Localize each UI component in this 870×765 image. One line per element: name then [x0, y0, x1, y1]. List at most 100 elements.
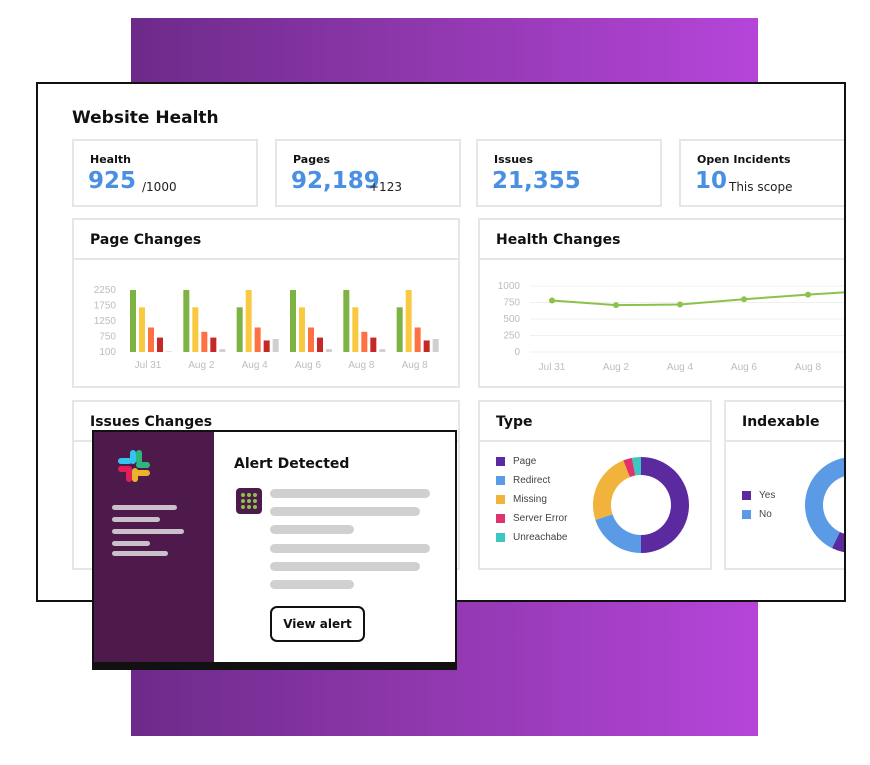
bar — [157, 337, 163, 352]
bar — [352, 307, 359, 352]
type-legend: Page Redirect Missing Server Error Unrea… — [496, 452, 567, 547]
bar — [263, 340, 270, 352]
x-tick-label: Jul 31 — [135, 360, 162, 371]
panel-title: Issues Changes — [90, 414, 213, 430]
sidebar-line — [112, 551, 168, 556]
stat-card-issues[interactable]: Issues 21,355 — [476, 139, 662, 207]
x-tick-label: Aug 4 — [242, 360, 269, 371]
panel-title: Health Changes — [496, 232, 621, 248]
data-point — [741, 296, 747, 303]
data-point — [549, 297, 555, 304]
legend-label: Yes — [759, 490, 776, 501]
bar — [272, 339, 279, 352]
bar — [414, 327, 421, 352]
sidebar-line — [112, 505, 177, 510]
stat-sub: This scope — [729, 180, 793, 194]
stat-card-health[interactable]: Health 925 /1000 — [72, 139, 258, 207]
series-line — [551, 291, 844, 307]
legend-item: Missing — [496, 490, 567, 509]
x-tick-label: Aug 8 — [348, 360, 375, 371]
health-changes-chart: 1000 750 500 250 0 Jul 31 Aug 2 Aug 4 Aug 6 Aug 8 — [498, 281, 844, 373]
bar — [370, 337, 377, 352]
slack-alert-card: Alert Detected View alert — [92, 430, 457, 670]
bar — [326, 349, 332, 352]
pie-slice — [595, 514, 641, 553]
bar — [192, 307, 199, 352]
x-tick-label: Aug 6 — [731, 362, 758, 373]
stat-card-open-incidents[interactable]: Open Incidents 10 This scope — [679, 139, 844, 207]
view-alert-button[interactable]: View alert — [270, 606, 365, 642]
stat-value: 92,189 — [291, 168, 380, 194]
legend-item: Yes — [742, 486, 775, 505]
stat-label: Issues — [494, 153, 534, 166]
placeholder-line — [270, 562, 420, 571]
stat-card-pages[interactable]: Pages 92,189 +123 — [275, 139, 461, 207]
panel-title: Type — [496, 414, 533, 430]
legend-item: Redirect — [496, 471, 567, 490]
stat-value: 10 — [695, 168, 728, 194]
legend-swatch — [496, 457, 505, 466]
indexable-legend: Yes No — [742, 486, 775, 524]
x-tick-label: Aug 2 — [188, 360, 215, 371]
legend-swatch — [496, 514, 505, 523]
y-tick-label: 0 — [514, 347, 520, 358]
legend-item: No — [742, 505, 775, 524]
legend-label: Page — [513, 456, 537, 467]
bar — [396, 307, 403, 352]
x-tick-label: Aug 6 — [295, 360, 322, 371]
y-tick-label: 750 — [99, 332, 116, 343]
y-tick-label: 500 — [503, 314, 520, 325]
y-tick-label: 750 — [503, 298, 520, 309]
bar — [236, 307, 243, 352]
legend-label: Redirect — [513, 475, 551, 486]
stat-sub: /1000 — [142, 180, 177, 194]
bar — [361, 331, 368, 352]
legend-swatch — [496, 476, 505, 485]
x-tick-label: Aug 2 — [603, 362, 630, 373]
panel-divider — [480, 440, 710, 442]
legend-swatch — [742, 491, 751, 500]
y-tick-label: 1250 — [94, 316, 117, 327]
bar — [405, 290, 412, 352]
pie-slice — [593, 460, 630, 520]
bar — [343, 290, 350, 352]
app-grid-icon — [236, 488, 262, 514]
page-changes-panel: Page Changes 2250 1750 1250 750 100 Jul 31 Aug… — [72, 218, 460, 388]
bar — [210, 337, 217, 352]
bar — [201, 331, 208, 352]
legend-swatch — [496, 495, 505, 504]
type-donut-chart — [593, 457, 689, 553]
bar — [219, 349, 226, 352]
health-changes-panel: Health Changes 1000 750 500 250 0 Jul 31 Aug 2… — [478, 218, 844, 388]
bar — [432, 339, 439, 352]
pie-slice — [641, 457, 689, 553]
sidebar-line — [112, 517, 160, 522]
y-tick-label: 250 — [503, 331, 520, 342]
legend-label: Unreachabe — [513, 532, 568, 543]
page-title: Website Health — [72, 108, 219, 128]
bar — [379, 349, 386, 352]
indexable-panel: Indexable Yes No — [724, 400, 844, 570]
data-point — [677, 301, 683, 308]
bar — [308, 327, 314, 352]
legend-label: Missing — [513, 494, 547, 505]
y-tick-label: 1750 — [94, 301, 117, 312]
bar — [245, 290, 252, 352]
data-point — [613, 302, 619, 309]
type-panel: Type Page Redirect Missing Server Error … — [478, 400, 712, 570]
stat-label: Open Incidents — [697, 153, 791, 166]
stat-value: 925 — [88, 168, 137, 194]
y-tick-label: 2250 — [94, 285, 117, 296]
panel-title: Page Changes — [90, 232, 202, 248]
bar — [139, 307, 145, 352]
stat-sub: +123 — [369, 180, 402, 194]
data-point — [805, 291, 811, 298]
pie-slice — [805, 457, 844, 549]
legend-swatch — [496, 533, 505, 542]
x-tick-label: Aug 8 — [402, 360, 429, 371]
slack-sidebar — [94, 432, 214, 664]
placeholder-line — [270, 544, 430, 553]
pie-slice — [831, 531, 844, 553]
bar — [166, 351, 172, 352]
stat-label: Pages — [293, 153, 331, 166]
